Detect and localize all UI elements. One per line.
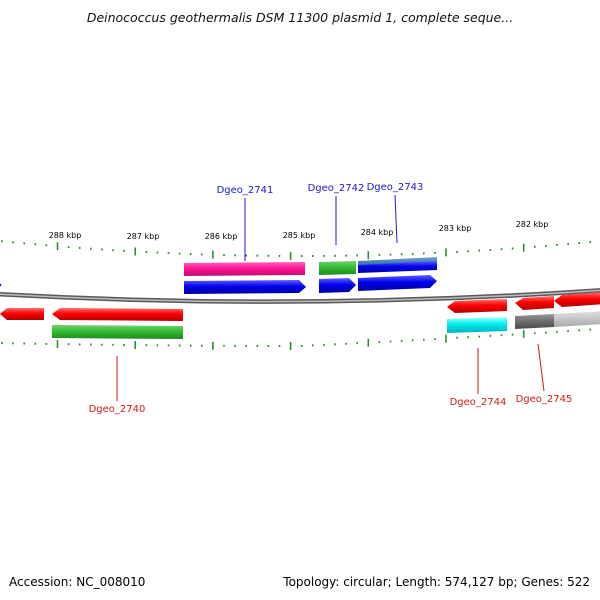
scale-label: 288 kbp	[49, 231, 82, 240]
gene-label-dgeo-2744[interactable]: Dgeo_2744	[450, 397, 507, 408]
gene-dgeo-2744-arrow[interactable]	[447, 299, 507, 313]
gene-feature-dark-blue[interactable]	[358, 261, 437, 273]
reverse-strand-features	[0, 283, 600, 339]
scale-label: 287 kbp	[127, 232, 160, 241]
scale-label: 285 kbp	[283, 231, 316, 240]
gene-labels: Dgeo_2740 Dgeo_2741 Dgeo_2742 Dgeo_2743 Dgeo…	[89, 182, 573, 415]
scale-label: 282 kbp	[516, 220, 549, 229]
gene-label-dgeo-2745[interactable]: Dgeo_2745	[516, 394, 573, 405]
gene-label-dgeo-2742[interactable]: Dgeo_2742	[308, 183, 365, 194]
gene-feature-green-reverse[interactable]	[52, 325, 183, 339]
topology-summary: Topology: circular; Length: 574,127 bp; …	[283, 575, 590, 589]
gene-label-leader	[394, 194, 398, 244]
accession-text: Accession: NC_008010	[9, 575, 146, 589]
gene-feature-pink[interactable]	[184, 262, 305, 276]
gene-feature-dark-gray[interactable]	[515, 314, 554, 329]
scale-label: 283 kbp	[439, 224, 472, 233]
gene-label-dgeo-2741[interactable]: Dgeo_2741	[217, 185, 274, 196]
scale-labels: 288 kbp 287 kbp 286 kbp 285 kbp 284 kbp 283 k…	[49, 220, 549, 241]
backbone-left-marker	[0, 283, 2, 287]
gene-right-edge-arrow[interactable]	[554, 292, 600, 307]
gene-dgeo-2743-arrow[interactable]	[358, 275, 437, 291]
outer-scale-ticks	[1, 240, 592, 260]
forward-strand-features	[184, 257, 437, 294]
gene-dgeo-2741-arrow[interactable]	[184, 280, 306, 294]
gene-feature-green[interactable]	[319, 261, 356, 275]
gene-feature-cyan[interactable]	[447, 317, 507, 333]
gene-label-leader	[537, 343, 545, 392]
gene-dgeo-2745-arrow[interactable]	[515, 296, 554, 310]
map-title: Deinococcus geothermalis DSM 11300 plasm…	[86, 10, 514, 25]
gene-left-edge-arrow[interactable]	[0, 308, 44, 320]
inner-scale-ticks	[1, 328, 592, 350]
gene-label-dgeo-2740[interactable]: Dgeo_2740	[89, 404, 146, 415]
scale-label: 284 kbp	[361, 228, 394, 237]
gene-dgeo-2740-arrow[interactable]	[52, 308, 183, 321]
gene-dgeo-2742-arrow[interactable]	[319, 278, 356, 293]
plasmid-backbone-highlight	[0, 289, 600, 303]
gene-label-dgeo-2743[interactable]: Dgeo_2743	[367, 182, 424, 193]
scale-label: 286 kbp	[205, 232, 238, 241]
gene-feature-light-gray[interactable]	[554, 311, 600, 327]
